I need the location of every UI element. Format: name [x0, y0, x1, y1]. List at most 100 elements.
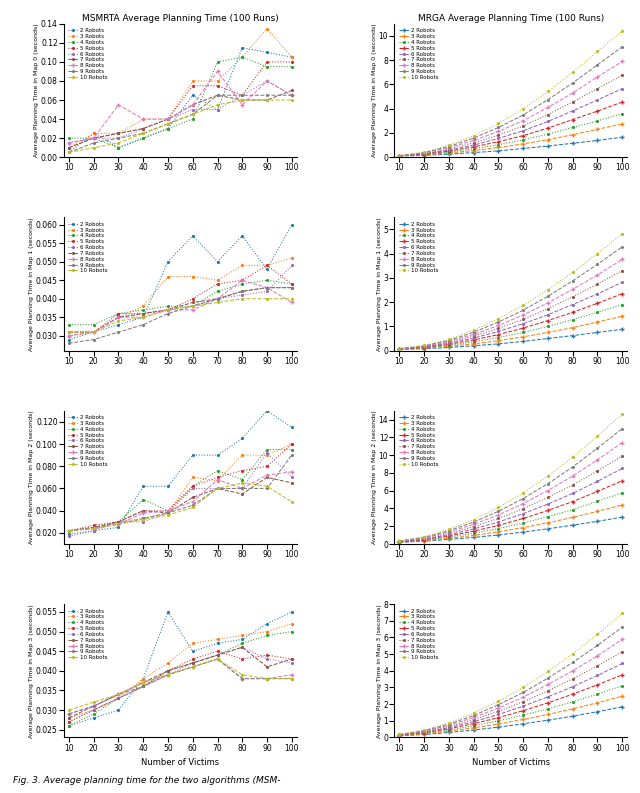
7 Robots — [470, 715, 477, 725]
4 Robots — [288, 445, 296, 454]
2 Robots — [214, 105, 221, 114]
6 Robots — [239, 642, 246, 652]
3 Robots — [263, 450, 271, 460]
3 Robots — [544, 710, 552, 719]
7 Robots — [65, 328, 73, 337]
7 Robots — [164, 114, 172, 124]
4 Robots — [239, 638, 246, 648]
10 Robots — [470, 325, 477, 335]
4 Robots — [420, 150, 428, 159]
5 Robots — [520, 514, 527, 523]
3 Robots — [594, 698, 602, 707]
10 Robots — [396, 151, 403, 160]
3 Robots — [420, 536, 428, 546]
3 Robots — [90, 328, 97, 337]
7 Robots — [164, 666, 172, 676]
9 Robots — [214, 294, 221, 304]
7 Robots — [164, 508, 172, 518]
7 Robots — [288, 86, 296, 95]
3 Robots — [495, 336, 502, 346]
Title: MRGA Average Planning Time (100 Runs): MRGA Average Planning Time (100 Runs) — [418, 14, 604, 23]
7 Robots — [288, 478, 296, 488]
7 Robots — [420, 534, 428, 543]
8 Robots — [164, 506, 172, 515]
10 Robots — [470, 708, 477, 718]
10 Robots — [239, 670, 246, 680]
Line: 8 Robots: 8 Robots — [67, 470, 294, 532]
X-axis label: Number of Victims: Number of Victims — [141, 758, 220, 768]
3 Robots — [594, 507, 602, 516]
4 Robots — [90, 133, 97, 143]
8 Robots — [288, 297, 296, 307]
7 Robots — [263, 473, 271, 482]
2 Robots — [164, 124, 172, 133]
4 Robots — [189, 114, 196, 124]
7 Robots — [65, 526, 73, 535]
Line: 4 Robots: 4 Robots — [67, 278, 294, 327]
4 Robots — [140, 305, 147, 315]
Line: 9 Robots: 9 Robots — [397, 45, 624, 158]
2 Robots — [594, 328, 602, 337]
4 Robots — [445, 340, 452, 350]
Line: 7 Robots: 7 Robots — [67, 476, 294, 532]
Legend: 2 Robots, 3 Robots, 4 Robots, 5 Robots, 6 Robots, 7 Robots, 8 Robots, 9 Robots, : 2 Robots, 3 Robots, 4 Robots, 5 Robots, … — [67, 27, 109, 82]
3 Robots — [214, 634, 221, 644]
4 Robots — [115, 517, 122, 527]
6 Robots — [115, 312, 122, 322]
Line: 3 Robots: 3 Robots — [67, 27, 294, 149]
9 Robots — [569, 79, 577, 88]
10 Robots — [214, 484, 221, 493]
2 Robots — [65, 147, 73, 157]
7 Robots — [618, 647, 626, 657]
4 Robots — [396, 537, 403, 546]
4 Robots — [396, 151, 403, 160]
8 Robots — [288, 90, 296, 100]
9 Robots — [164, 308, 172, 318]
9 Robots — [594, 60, 602, 70]
4 Robots — [470, 528, 477, 538]
7 Robots — [115, 517, 122, 527]
5 Robots — [288, 57, 296, 67]
Line: 6 Robots: 6 Robots — [397, 467, 624, 543]
4 Robots — [239, 52, 246, 62]
5 Robots — [115, 694, 122, 703]
2 Robots — [569, 331, 577, 340]
3 Robots — [239, 450, 246, 460]
9 Robots — [495, 123, 502, 132]
8 Robots — [445, 527, 452, 537]
3 Robots — [420, 729, 428, 738]
6 Robots — [288, 261, 296, 270]
5 Robots — [520, 324, 527, 333]
2 Robots — [544, 524, 552, 534]
9 Robots — [90, 138, 97, 147]
Line: 4 Robots: 4 Robots — [67, 630, 294, 727]
10 Robots — [569, 649, 577, 658]
7 Robots — [90, 133, 97, 143]
7 Robots — [520, 504, 527, 513]
10 Robots — [140, 515, 147, 524]
9 Robots — [164, 119, 172, 128]
6 Robots — [618, 84, 626, 94]
7 Robots — [420, 149, 428, 159]
3 Robots — [569, 512, 577, 522]
2 Robots — [90, 328, 97, 337]
2 Robots — [263, 48, 271, 57]
3 Robots — [263, 261, 271, 270]
7 Robots — [115, 690, 122, 699]
6 Robots — [445, 723, 452, 733]
Line: 10 Robots: 10 Robots — [397, 232, 624, 351]
9 Robots — [520, 494, 527, 504]
9 Robots — [263, 283, 271, 293]
9 Robots — [470, 328, 477, 337]
10 Robots — [65, 147, 73, 157]
5 Robots — [239, 654, 246, 664]
7 Robots — [495, 707, 502, 716]
2 Robots — [495, 339, 502, 349]
6 Robots — [396, 151, 403, 160]
2 Robots — [90, 526, 97, 535]
4 Robots — [396, 730, 403, 740]
3 Robots — [140, 514, 147, 523]
7 Robots — [214, 294, 221, 304]
2 Robots — [140, 312, 147, 322]
7 Robots — [594, 279, 602, 289]
